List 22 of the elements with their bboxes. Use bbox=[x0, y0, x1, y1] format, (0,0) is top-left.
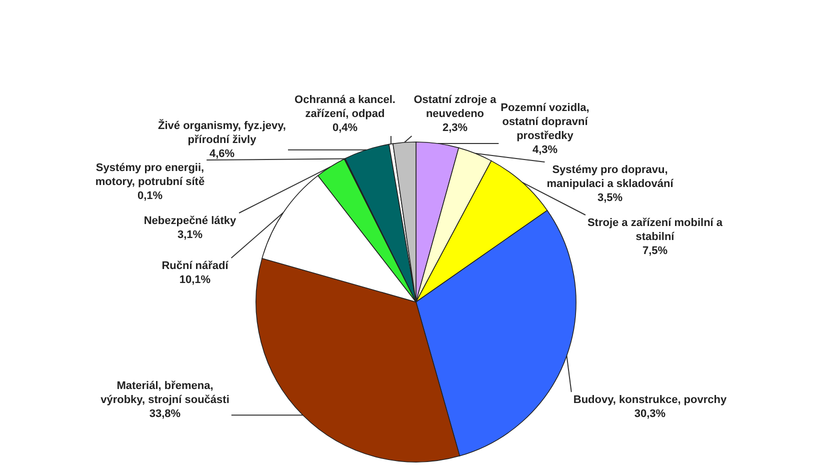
slice-label: Systémy pro dopravu, manipulaci a skladování bbox=[546, 164, 674, 190]
data-label: 10,1% bbox=[179, 274, 211, 286]
data-label: 3,1% bbox=[177, 229, 203, 241]
slice-label: Pozemní vozidla, ostatní dopravní prostředky bbox=[500, 102, 590, 142]
slice-label: Živé organismy, fyz.jevy, přírodní živly bbox=[158, 119, 286, 146]
data-label: 4,6% bbox=[209, 148, 235, 160]
data-label: 30,3% bbox=[634, 408, 666, 420]
data-label: 3,5% bbox=[597, 192, 623, 204]
slice-label: Budovy, konstrukce, povrchy bbox=[573, 394, 728, 406]
slice-label: Ochranná a kancel. zařízení, odpad bbox=[294, 94, 396, 120]
slice-label: Ostatní zdroje a neuvedeno bbox=[414, 94, 498, 120]
data-label: 7,5% bbox=[642, 245, 668, 257]
slice-label: Nebezpečné látky bbox=[144, 215, 238, 227]
slice-label: Ruční nářadí bbox=[162, 260, 230, 272]
data-label: 2,3% bbox=[442, 122, 468, 134]
slice-label: Systémy pro energii, motory, potrubní sítě bbox=[95, 162, 205, 188]
slice-label: Stroje a zařízení mobilní a stabilní bbox=[587, 217, 724, 243]
data-label: 33,8% bbox=[149, 408, 181, 420]
data-label: 0,1% bbox=[137, 190, 163, 202]
data-label: 4,3% bbox=[532, 144, 558, 156]
data-label: 0,4% bbox=[332, 122, 358, 134]
slice-label: Materiál, břemena, výrobky, strojní součásti bbox=[100, 380, 230, 406]
